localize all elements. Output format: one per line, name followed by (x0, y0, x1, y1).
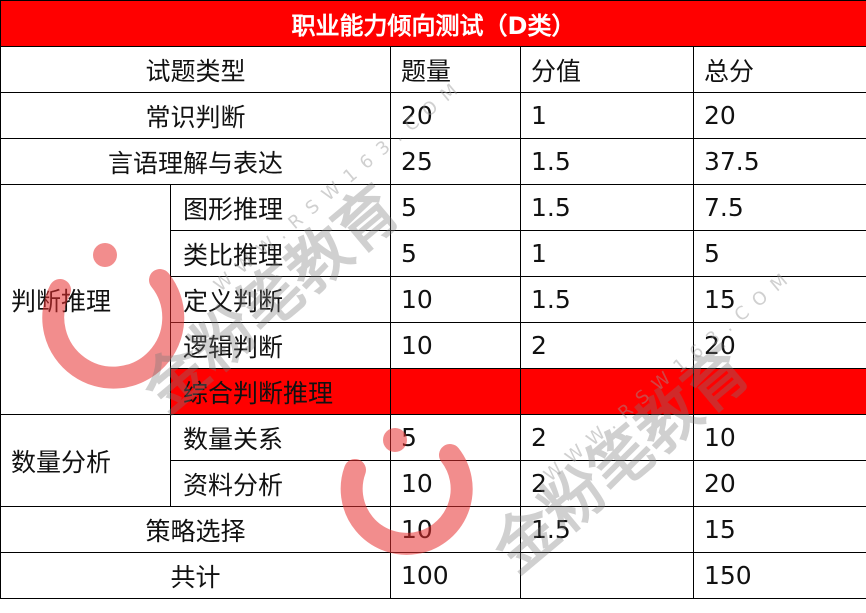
group-label: 判断推理 (0, 184, 171, 415)
row-label: 数量关系 (170, 414, 391, 461)
highlighted-row: 综合判断推理 (1, 368, 866, 415)
total-row: 共计 100 150 (0, 552, 866, 599)
cell-score: 1 (520, 230, 694, 277)
row-label: 常识判断 (0, 92, 391, 139)
cell-count: 10 (390, 460, 521, 507)
cell-count: 25 (390, 138, 521, 185)
cell-total: 20 (693, 322, 866, 369)
cell-count: 5 (390, 414, 521, 461)
cell-count: 10 (390, 506, 521, 553)
row-label: 资料分析 (170, 460, 391, 507)
header-row: 试题类型 题量 分值 总分 (0, 46, 866, 93)
cell-total: 37.5 (693, 138, 866, 185)
cell-total: 150 (693, 552, 866, 599)
cell-count: 10 (390, 276, 521, 323)
header-total: 总分 (693, 46, 866, 93)
cell-total: 10 (693, 414, 866, 461)
cell-count (390, 368, 521, 415)
cell-count: 5 (390, 184, 521, 231)
cell-total: 15 (693, 276, 866, 323)
table-row: 数量分析 数量关系 5 2 10 (0, 414, 866, 507)
cell-score: 1.5 (520, 138, 694, 185)
table-row: 判断推理 图形推理 5 1.5 7.5 (0, 184, 866, 415)
row-label: 类比推理 (170, 230, 391, 277)
table-row: 逻辑判断 10 2 20 (1, 322, 866, 369)
cell-count: 10 (390, 322, 521, 369)
cell-total: 5 (693, 230, 866, 277)
cell-total: 7.5 (693, 184, 866, 231)
header-count: 题量 (390, 46, 521, 93)
cell-count: 20 (390, 92, 521, 139)
cell-count: 5 (390, 230, 521, 277)
cell-total: 20 (693, 92, 866, 139)
row-label: 策略选择 (0, 506, 391, 553)
table-row: 策略选择 10 1.5 15 (0, 506, 866, 553)
cell-score: 2 (520, 414, 694, 461)
row-label: 共计 (0, 552, 391, 599)
cell-score (520, 368, 694, 415)
header-score: 分值 (520, 46, 694, 93)
table-title: 职业能力倾向测试（D类） (0, 0, 866, 47)
cell-score: 2 (520, 322, 694, 369)
row-label: 综合判断推理 (170, 368, 391, 415)
row-label: 图形推理 (170, 184, 391, 231)
row-label: 定义判断 (170, 276, 391, 323)
cell-score: 2 (520, 460, 694, 507)
cell-total: 15 (693, 506, 866, 553)
table-row: 定义判断 10 1.5 15 (1, 276, 866, 323)
cell-score: 1.5 (520, 276, 694, 323)
table-row: 常识判断 20 1 20 (0, 92, 866, 139)
row-label: 逻辑判断 (170, 322, 391, 369)
header-type: 试题类型 (0, 46, 391, 93)
group-label: 数量分析 (0, 414, 171, 507)
cell-count: 100 (390, 552, 521, 599)
cell-total (693, 368, 866, 415)
row-label: 言语理解与表达 (0, 138, 391, 185)
exam-structure-table: 职业能力倾向测试（D类） 试题类型 题量 分值 总分 常识判断 20 1 20 … (0, 0, 866, 599)
cell-score: 1.5 (520, 506, 694, 553)
table-row: 言语理解与表达 25 1.5 37.5 (0, 138, 866, 185)
title-row: 职业能力倾向测试（D类） (0, 0, 866, 47)
cell-score: 1.5 (520, 184, 694, 231)
cell-total: 20 (693, 460, 866, 507)
cell-score: 1 (520, 92, 694, 139)
cell-score (520, 552, 694, 599)
table-row: 类比推理 5 1 5 (1, 230, 866, 277)
